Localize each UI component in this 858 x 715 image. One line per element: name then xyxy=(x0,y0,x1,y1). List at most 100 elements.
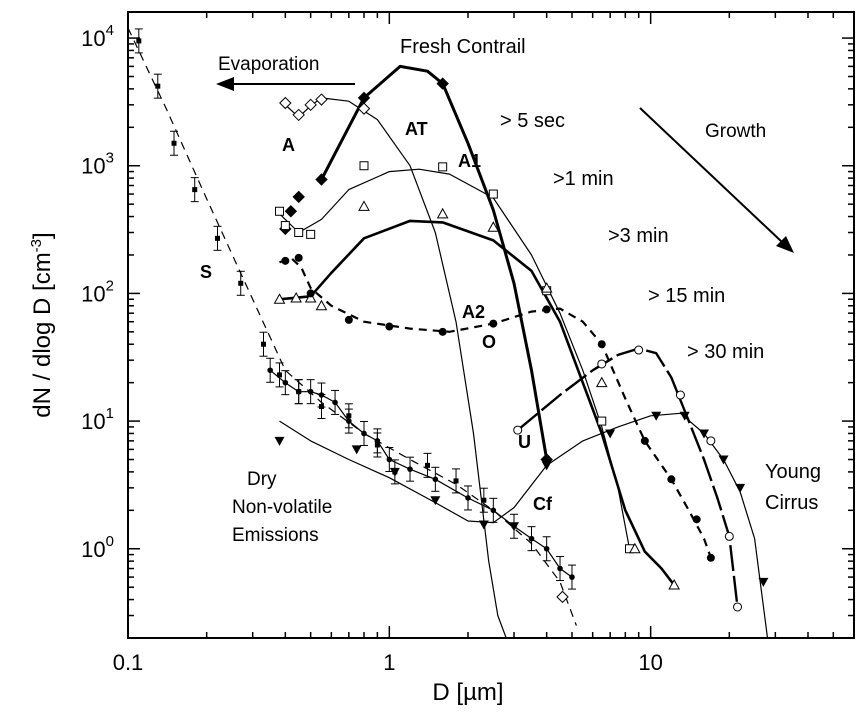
point-cf-10 xyxy=(698,429,709,439)
point-a-1 xyxy=(292,108,305,122)
plot-frame xyxy=(127,11,855,639)
point-a2-1 xyxy=(290,292,302,303)
growth-arrow xyxy=(639,107,794,253)
y-tick-label: 103 xyxy=(81,150,114,179)
x-tick-label: 1 xyxy=(383,650,395,675)
point-cf-12 xyxy=(735,483,746,493)
point-o-12 xyxy=(706,553,715,562)
point-dry-3 xyxy=(307,388,314,395)
point-dry-9 xyxy=(386,456,393,463)
point-o-9 xyxy=(640,436,649,445)
point-s-14 xyxy=(453,478,459,484)
point-s-15 xyxy=(481,497,487,503)
y-tick-label: 104 xyxy=(81,22,114,51)
y-axis-title: dN / dlog D [cm-3] xyxy=(28,232,56,417)
point-s-7 xyxy=(277,372,283,378)
point-dry-8 xyxy=(374,438,381,444)
x-axis-title: D [µm] xyxy=(432,679,503,706)
point-o-2 xyxy=(306,289,315,298)
fresh-contrail-label: Fresh Contrail xyxy=(400,36,526,58)
point-a2-8 xyxy=(595,376,608,388)
point-o-7 xyxy=(542,305,551,314)
point-u-6 xyxy=(733,602,743,612)
point-cf-1 xyxy=(351,445,362,455)
point-a2-6 xyxy=(487,221,500,232)
y-tick-label: 102 xyxy=(81,277,114,306)
point-o-11 xyxy=(692,515,701,524)
young-cirrus-line2: Cirrus xyxy=(765,492,818,514)
point-a1-6 xyxy=(488,189,498,199)
point-s-2 xyxy=(171,140,177,146)
point-dry-2 xyxy=(295,388,302,395)
point-s-0 xyxy=(136,38,142,44)
series-line-at xyxy=(320,64,549,460)
point-dry-12 xyxy=(465,495,471,501)
point-a-0 xyxy=(279,96,292,110)
point-dry-11 xyxy=(432,476,439,483)
point-a-5 xyxy=(556,590,569,604)
series-label-a2: A2 xyxy=(462,302,485,322)
point-cf-5 xyxy=(509,522,520,532)
point-cf-3 xyxy=(430,496,441,506)
point-cf-2 xyxy=(389,467,400,477)
point-at-5 xyxy=(436,77,449,90)
point-dry-4 xyxy=(318,392,325,398)
dry-label-line1: Dry xyxy=(247,469,277,490)
point-u-1 xyxy=(597,359,607,369)
point-dry-13 xyxy=(490,507,497,514)
point-s-4 xyxy=(214,235,220,241)
point-at-4 xyxy=(357,91,371,105)
point-a-3 xyxy=(315,93,328,106)
point-cf-13 xyxy=(758,577,769,587)
point-a2-10 xyxy=(668,578,680,590)
point-s-5 xyxy=(238,280,244,286)
point-cf-0 xyxy=(274,436,285,446)
point-a1-1 xyxy=(280,221,290,231)
point-dry-15 xyxy=(528,535,535,542)
point-a1-8 xyxy=(597,416,607,426)
point-a1-5 xyxy=(438,162,448,172)
y-tick-label: 100 xyxy=(81,533,114,562)
series-label-cf: Cf xyxy=(533,494,553,514)
ticks-layer: 0.1 1 10 100 101 102 103 104 xyxy=(81,12,855,675)
time-label-5s: > 5 sec xyxy=(500,110,565,132)
time-label-15m: > 15 min xyxy=(648,285,725,307)
series-label-a1: A1 xyxy=(458,151,481,171)
point-s-1 xyxy=(155,83,161,89)
point-s-6 xyxy=(261,341,267,347)
series-line-o xyxy=(279,256,712,559)
point-cf-8 xyxy=(651,411,662,421)
point-cf-9 xyxy=(679,411,690,421)
point-a2-0 xyxy=(273,293,286,304)
point-o-3 xyxy=(344,315,353,324)
series-label-a: A xyxy=(282,135,295,155)
point-dry-18 xyxy=(569,574,575,580)
point-o-5 xyxy=(438,327,447,336)
point-dry-5 xyxy=(332,399,338,406)
time-label-30m: > 30 min xyxy=(687,341,764,363)
point-a2-2 xyxy=(304,292,317,303)
point-o-0 xyxy=(281,256,290,265)
point-at-1 xyxy=(284,205,298,218)
point-a1-3 xyxy=(306,229,316,239)
point-o-4 xyxy=(385,322,394,331)
point-o-10 xyxy=(667,475,676,484)
point-a2-4 xyxy=(358,200,370,211)
series-label-u: U xyxy=(518,432,531,452)
point-dry-16 xyxy=(543,545,550,552)
point-a-2 xyxy=(304,98,317,112)
dry-label-line2: Non-volatile xyxy=(232,497,332,518)
point-dry-6 xyxy=(346,418,352,424)
x-tick-label: 0.1 xyxy=(113,650,144,675)
point-cf-11 xyxy=(718,455,729,465)
point-o-1 xyxy=(294,253,303,262)
point-a2-5 xyxy=(436,207,449,219)
series-layer xyxy=(127,27,769,639)
growth-label: Growth xyxy=(705,121,766,142)
evaporation-label: Evaporation xyxy=(218,54,319,75)
point-cf-4 xyxy=(478,520,489,530)
series-label-o: O xyxy=(482,332,496,352)
time-label-3m: >3 min xyxy=(608,225,669,247)
point-dry-1 xyxy=(282,379,289,386)
time-label-1m: >1 min xyxy=(553,168,614,190)
